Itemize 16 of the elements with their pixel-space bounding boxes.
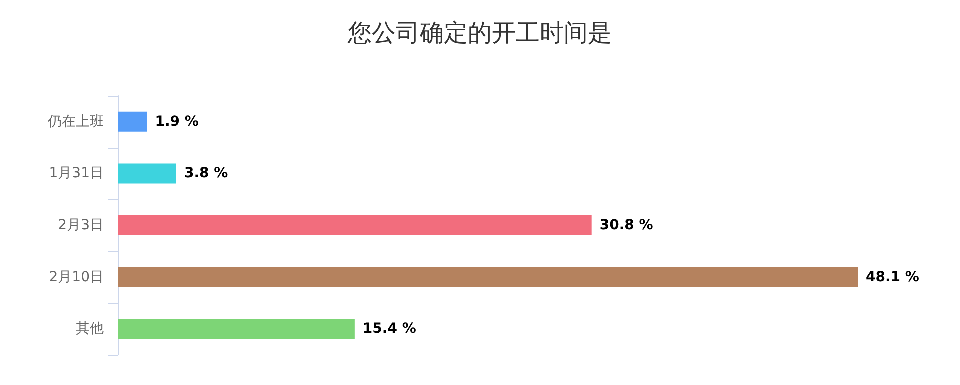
y-tick-label: 其他 <box>76 321 104 338</box>
data-label: 15.4 % <box>362 321 416 338</box>
data-label: 3.8 % <box>184 166 228 182</box>
bar <box>118 216 592 236</box>
y-tick-label: 2月3日 <box>58 218 104 234</box>
y-tick-label: 2月10日 <box>49 269 104 286</box>
data-label: 48.1 % <box>866 269 920 286</box>
y-tick-label: 1月31日 <box>49 166 104 182</box>
bar <box>118 164 176 184</box>
bar <box>118 112 148 132</box>
bar <box>118 267 858 288</box>
bar <box>118 319 355 340</box>
y-tick-label: 仍在上班 <box>47 114 104 130</box>
data-label: 1.9 % <box>155 114 199 130</box>
chart-title: 您公司确定的开工时间是 <box>347 19 612 47</box>
data-label: 30.8 % <box>600 218 654 234</box>
